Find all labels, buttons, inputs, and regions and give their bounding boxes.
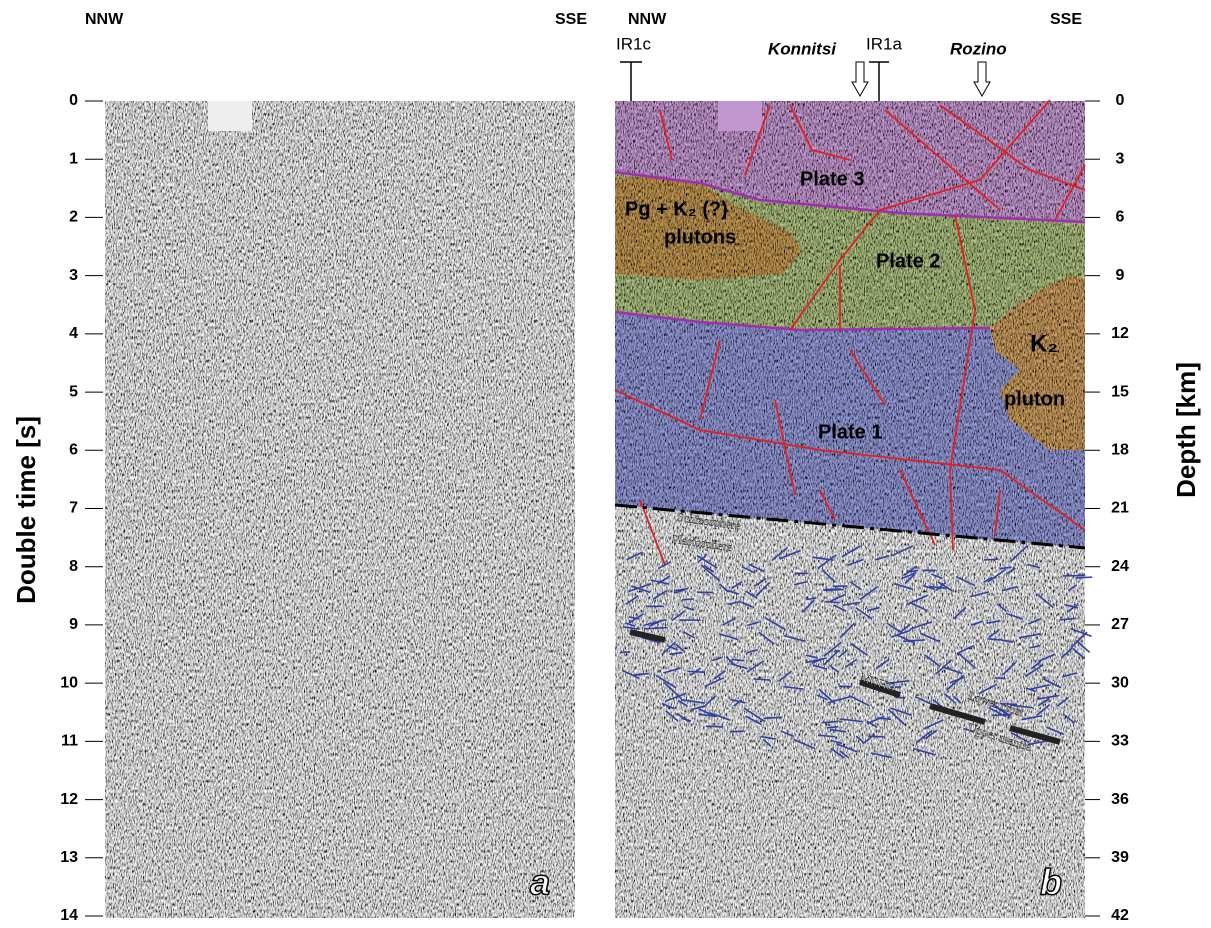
tick-label: 15 bbox=[1111, 383, 1129, 400]
unit-label: Pg + K₂ (?) bbox=[625, 198, 728, 220]
tick-label: 13 bbox=[60, 849, 78, 866]
tick-label: 7 bbox=[69, 500, 78, 517]
unit-label: Plate 3 bbox=[800, 168, 864, 190]
direction: SSE bbox=[555, 11, 587, 28]
tick-label: 0 bbox=[69, 92, 78, 109]
reflector bbox=[730, 731, 743, 732]
arrow bbox=[974, 62, 990, 96]
tick-label: 4 bbox=[69, 325, 78, 342]
seismic-section-a bbox=[105, 101, 575, 918]
reflector bbox=[984, 559, 998, 560]
marker: IR1a bbox=[866, 34, 902, 53]
unit-label: Plate 1 bbox=[818, 421, 882, 443]
panel-letter: b bbox=[1040, 862, 1062, 903]
unit-label: plutons bbox=[664, 226, 736, 248]
tick-label: 1 bbox=[69, 150, 78, 167]
direction: SSE bbox=[1050, 11, 1082, 28]
reflector bbox=[1063, 575, 1086, 576]
reflector bbox=[995, 678, 1006, 679]
tick-label: 24 bbox=[1111, 558, 1129, 575]
tick-label: 6 bbox=[1116, 209, 1125, 226]
reflector bbox=[827, 727, 838, 728]
tick-label: 11 bbox=[61, 733, 78, 750]
reflector bbox=[825, 602, 840, 603]
tick-label: 30 bbox=[1111, 674, 1129, 691]
tick-label: 8 bbox=[69, 558, 78, 575]
tick-label: 9 bbox=[1116, 267, 1125, 284]
unit-label: K₂ bbox=[1030, 330, 1058, 357]
tick-label: 2 bbox=[69, 209, 78, 226]
tick-label: 3 bbox=[1116, 150, 1125, 167]
tick-label: 12 bbox=[60, 791, 78, 808]
figure: NNW SSE a NNW SSE IR1c Konnitsi IR1a Roz… bbox=[0, 0, 1211, 928]
tick-label: 33 bbox=[1111, 733, 1129, 750]
unit-label: pluton bbox=[1004, 388, 1065, 410]
reflector bbox=[706, 726, 723, 727]
tick-label: 21 bbox=[1111, 500, 1129, 517]
arrow bbox=[852, 62, 868, 96]
direction: NNW bbox=[628, 11, 667, 28]
tick-label: 39 bbox=[1111, 849, 1129, 866]
unit-label: Plate 2 bbox=[876, 250, 940, 272]
reflector bbox=[764, 717, 781, 718]
reflector bbox=[823, 590, 843, 591]
tick-label: 9 bbox=[69, 616, 78, 633]
reflector bbox=[1076, 577, 1092, 578]
marker-line bbox=[869, 62, 889, 101]
tick-label: 10 bbox=[60, 674, 78, 691]
marker: IR1c bbox=[616, 34, 651, 53]
reflector bbox=[683, 599, 694, 600]
tick-label: 36 bbox=[1111, 791, 1129, 808]
tick-label: 42 bbox=[1111, 907, 1129, 924]
marker-line bbox=[620, 62, 642, 101]
panel-letter: a bbox=[530, 862, 550, 903]
axis-title: Double time [s] bbox=[11, 416, 41, 604]
tick-label: 5 bbox=[69, 383, 78, 400]
direction: NNW bbox=[85, 11, 124, 28]
tick-label: 6 bbox=[69, 442, 78, 459]
tick-label: 12 bbox=[1111, 325, 1129, 342]
tick-label: 18 bbox=[1111, 442, 1129, 459]
gap bbox=[208, 101, 252, 131]
tick-label: 14 bbox=[60, 907, 78, 924]
tick-label: 0 bbox=[1116, 92, 1125, 109]
tick-label: 27 bbox=[1111, 616, 1129, 633]
tick-label: 3 bbox=[69, 267, 78, 284]
marker: Rozino bbox=[950, 39, 1007, 58]
marker: Konnitsi bbox=[768, 39, 837, 58]
axis-title: Depth [km] bbox=[1171, 362, 1201, 498]
reflector bbox=[620, 652, 630, 653]
